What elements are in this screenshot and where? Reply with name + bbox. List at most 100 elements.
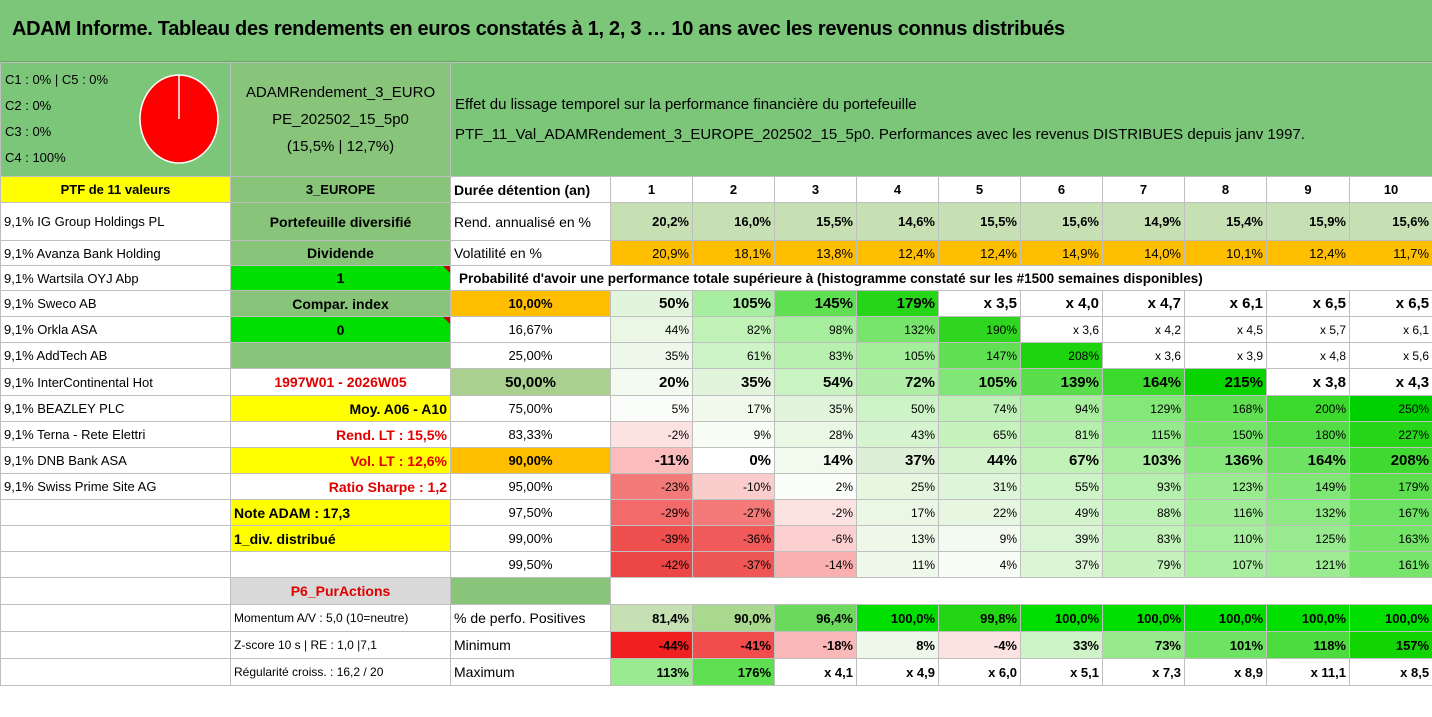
- probability-value: 82%: [692, 316, 775, 343]
- year-header: 3: [774, 176, 857, 203]
- probability-value: 55%: [1020, 473, 1103, 500]
- effect-line: Effet du lissage temporel sur la perform…: [455, 95, 917, 113]
- probability-value: 139%: [1020, 368, 1103, 396]
- holding-name: 9,1% Wartsila OYJ Abp: [0, 265, 231, 291]
- blank-cell: [0, 604, 231, 632]
- probability-value: 35%: [692, 368, 775, 396]
- dividend-value[interactable]: 1: [230, 265, 451, 291]
- probability-value: -11%: [610, 447, 693, 474]
- probability-value: 136%: [1184, 447, 1267, 474]
- probability-value: 129%: [1102, 395, 1185, 422]
- table-row: P6_PurActions: [0, 577, 1432, 605]
- blank-cell: [230, 551, 451, 578]
- probability-value: -39%: [610, 525, 693, 552]
- table-row: 9,1% Swiss Prime Site AG Ratio Sharpe : 1…: [0, 473, 1432, 500]
- probability-value: x 4,7: [1102, 290, 1185, 317]
- probability-value: 227%: [1348, 421, 1432, 448]
- vol-value: 10,1%: [1184, 240, 1267, 266]
- probability-value: 2%: [774, 473, 857, 500]
- probability-value: x 4,0: [1020, 290, 1103, 317]
- probability-level: 99,50%: [450, 551, 611, 578]
- probability-value: x 3,5: [938, 290, 1021, 317]
- probability-value: 25%: [856, 473, 939, 500]
- holding-name: 9,1% InterContinental Hot: [0, 368, 231, 396]
- probability-value: 132%: [1266, 499, 1350, 526]
- regularite-label: Régularité croiss. : 16,2 / 20: [230, 658, 451, 686]
- probability-value: 79%: [1102, 551, 1185, 578]
- table-row: 9,1% Avanza Bank Holding Dividende Volatil…: [0, 240, 1432, 266]
- probability-value: 83%: [1102, 525, 1185, 552]
- probability-level: 25,00%: [450, 342, 611, 369]
- probability-value: 164%: [1266, 447, 1350, 474]
- stat-label: % de perfo. Positives: [450, 604, 611, 632]
- probability-header: Probabilité d'avoir une performance tota…: [449, 265, 1432, 291]
- probability-value: -27%: [692, 499, 775, 526]
- probability-value: 31%: [938, 473, 1021, 500]
- probability-value: x 4,5: [1184, 316, 1267, 343]
- probability-level: 16,67%: [450, 316, 611, 343]
- probability-value: 72%: [856, 368, 939, 396]
- stat-value: 100,0%: [856, 604, 939, 632]
- probability-value: 88%: [1102, 499, 1185, 526]
- probability-value: 164%: [1102, 368, 1185, 396]
- probability-value: 4%: [938, 551, 1021, 578]
- table-row: Momentum A/V : 5,0 (10=neutre)% de perfo…: [0, 604, 1432, 632]
- duration-label: Durée détention (an): [450, 176, 611, 203]
- table-row: 99,50% -42% -37% -14% 11% 4% 37% 79% 107% 121% 161…: [0, 551, 1432, 578]
- stat-value: -41%: [692, 631, 775, 659]
- stat-value: 101%: [1184, 631, 1267, 659]
- probability-value: -14%: [774, 551, 857, 578]
- probability-value: 168%: [1184, 395, 1267, 422]
- probability-value: 200%: [1266, 395, 1350, 422]
- table-row: 1_div. distribué 99,00% -39% -36% -6% 13% 9% 39…: [0, 525, 1432, 552]
- table-row: Note ADAM : 17,3 97,50% -29% -27% -2% 17% 22% 4…: [0, 499, 1432, 526]
- probability-value: 93%: [1102, 473, 1185, 500]
- probability-value: 163%: [1348, 525, 1432, 552]
- probability-value: 180%: [1266, 421, 1350, 448]
- holding-name: 9,1% Orkla ASA: [0, 316, 231, 343]
- probability-value: 94%: [1020, 395, 1103, 422]
- compar-index-value[interactable]: 0: [230, 316, 451, 343]
- probability-value: x 3,9: [1184, 342, 1267, 369]
- year-header: 5: [938, 176, 1021, 203]
- year-header: 9: [1266, 176, 1350, 203]
- probability-value: 98%: [774, 316, 857, 343]
- table-row: 9,1% Orkla ASA 0 16,67% 44% 82% 98% 132% 190% x …: [0, 316, 1432, 343]
- probability-value: 250%: [1348, 395, 1432, 422]
- stat-value: 99,8%: [938, 604, 1021, 632]
- region-label: 3_EUROPE: [230, 176, 451, 203]
- stat-value: x 5,1: [1020, 658, 1103, 686]
- probability-value: 167%: [1348, 499, 1432, 526]
- blank-cell: [611, 578, 1432, 605]
- probability-value: 215%: [1184, 368, 1267, 396]
- year-header: 2: [692, 176, 775, 203]
- probability-value: 145%: [774, 290, 857, 317]
- probability-value: 115%: [1102, 421, 1185, 448]
- probability-level: 99,00%: [450, 525, 611, 552]
- blank-cell: [450, 577, 611, 605]
- table-row: 9,1% BEAZLEY PLC Moy. A06 - A10 75,00% 5% 17…: [0, 395, 1432, 422]
- year-header: 8: [1184, 176, 1267, 203]
- probability-value: 22%: [938, 499, 1021, 526]
- holding-name: [0, 499, 231, 526]
- probability-value: 67%: [1020, 447, 1103, 474]
- probability-value: -6%: [774, 525, 857, 552]
- table-row: 9,1% Terna - Rete Elettri Rend. LT : 15,5…: [0, 421, 1432, 448]
- legend-line: C1 : 0% | C5 : 0%: [5, 72, 109, 87]
- p6-label: P6_PurActions: [230, 577, 451, 605]
- stat-value: 157%: [1348, 631, 1432, 659]
- stat-value: -4%: [938, 631, 1021, 659]
- vol-value: 12,4%: [856, 240, 939, 266]
- rend-value: 15,5%: [774, 202, 857, 241]
- table-row: 9,1% Wartsila OYJ Abp 1 Probabilité d'avoi…: [0, 265, 1432, 291]
- diversified-label: Portefeuille diversifié: [230, 202, 451, 241]
- probability-value: 103%: [1102, 447, 1185, 474]
- probability-value: -29%: [610, 499, 693, 526]
- probability-value: -10%: [692, 473, 775, 500]
- legend-line: C3 : 0%: [5, 124, 52, 139]
- table-row: PTF de 11 valeurs 3_EUROPE Durée détention…: [0, 176, 1432, 203]
- probability-value: 9%: [692, 421, 775, 448]
- effect-line: PTF_11_Val_ADAMRendement_3_EUROPE_202502…: [455, 125, 1305, 143]
- probability-value: 179%: [856, 290, 939, 317]
- momentum-label: Momentum A/V : 5,0 (10=neutre): [230, 604, 451, 632]
